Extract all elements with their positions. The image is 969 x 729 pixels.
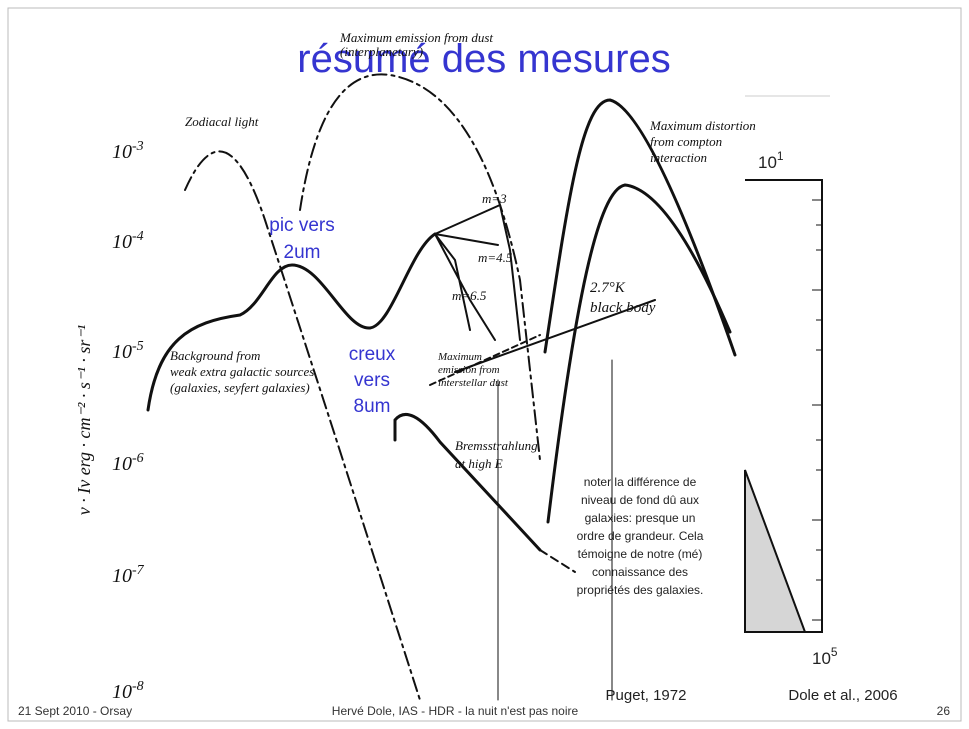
- annotation-dip: vers: [354, 370, 390, 391]
- interplanetary-curve: [299, 73, 541, 461]
- sketch-y-tick-exp: -5: [132, 339, 144, 354]
- sketch-y-tick-base: 10: [112, 231, 132, 253]
- sketch-y-tick-base: 10: [112, 141, 132, 163]
- label-m45: m=4.5: [478, 250, 513, 265]
- sketch-y-tick-exp: -8: [132, 679, 144, 694]
- compton-inner: [546, 183, 732, 524]
- note-text: ordre de grandeur. Cela: [577, 529, 704, 543]
- sketch-y-tick-base: 10: [112, 681, 132, 703]
- inset-axes: [745, 179, 823, 633]
- label-interplanetary: (interplanetary): [340, 44, 423, 59]
- slide-title: résumé des mesures: [297, 37, 670, 81]
- label-blackbody: black body: [590, 300, 656, 316]
- label-m65: m=6.5: [452, 288, 487, 303]
- label-background: weak extra galactic sources: [170, 364, 314, 379]
- slide-border: [7, 7, 962, 722]
- note-text: niveau de fond dû aux: [581, 493, 699, 507]
- sketch-y-tick: 10-7: [112, 563, 145, 587]
- sketch-y-tick-exp: -4: [132, 229, 144, 244]
- blackbody-line: [454, 299, 656, 373]
- label-compton: from compton: [650, 134, 722, 149]
- interstellar-line: [429, 334, 541, 386]
- sketch-y-tick: 10-8: [112, 679, 144, 703]
- sketch-y-tick-base: 10: [112, 565, 132, 587]
- power-law-lines: [434, 204, 521, 341]
- label-zodiacal: Zodiacal light: [185, 114, 259, 129]
- label-interplanetary: Maximum emission from dust: [339, 30, 493, 45]
- inset-tick-label-base: 10: [812, 649, 831, 668]
- inset-ticks: [812, 199, 822, 621]
- scan-lines: [497, 359, 613, 701]
- label-interstellar: emission from: [438, 364, 500, 376]
- note-text: témoigne de notre (mé): [578, 547, 703, 561]
- sketch-y-tick-exp: -7: [132, 563, 145, 578]
- note-text: propriétés des galaxies.: [577, 583, 704, 597]
- label-blackbody: 2.7°K: [590, 280, 626, 296]
- inset-tick-label-exp: 5: [831, 645, 838, 659]
- inset-chart: [744, 95, 830, 633]
- sketch-y-tick: 10-4: [112, 229, 144, 253]
- inset-tick-label-base: 10: [758, 153, 777, 172]
- bremsstrahlung-dash: [539, 549, 576, 573]
- note-text: connaissance des: [592, 565, 688, 579]
- label-interstellar: Maximum: [437, 351, 482, 363]
- label-compton: Maximum distortion: [649, 118, 756, 133]
- sketch-y-tick-exp: -3: [132, 139, 144, 154]
- sketch-y-tick: 10-6: [112, 451, 144, 475]
- credit: Dole et al., 2006: [788, 687, 897, 704]
- sketch-y-tick-base: 10: [112, 453, 132, 475]
- compton-outer: [543, 98, 737, 357]
- inset-tick-label-exp: 1: [777, 149, 784, 163]
- label-compton: interaction: [650, 150, 707, 165]
- footer-page: 26: [937, 704, 951, 718]
- background-curve: [146, 232, 437, 412]
- credit: Puget, 1972: [606, 687, 687, 704]
- label-m3: m=3: [482, 191, 507, 206]
- note-text: galaxies: presque un: [585, 511, 696, 525]
- sketch-y-tick: 10-5: [112, 339, 144, 363]
- note-text: noter la différence de: [584, 475, 697, 489]
- sketch-y-tick: 10-3: [112, 139, 144, 163]
- annotation-dip: creux: [349, 344, 396, 365]
- text-layer: résumé des mesures10-310-410-510-610-710…: [18, 30, 950, 718]
- scanned-sketch: [146, 73, 737, 701]
- inset-tick-label: 105: [812, 645, 838, 668]
- sketch-y-tick-exp: -6: [132, 451, 144, 466]
- annotation-peak: 2um: [284, 242, 321, 263]
- sketch-y-tick-base: 10: [112, 341, 132, 363]
- inset-tick-label: 101: [758, 149, 784, 172]
- sketch-y-axis-label: ν · Iν erg · cm⁻² · s⁻¹ · sr⁻¹: [74, 325, 94, 516]
- label-bremsstrahlung: Bremsstrahlung: [455, 438, 538, 453]
- footer-center: Hervé Dole, IAS - HDR - la nuit n'est pa…: [332, 704, 579, 718]
- label-background: (galaxies, seyfert galaxies): [170, 380, 310, 395]
- label-background: Background from: [170, 348, 260, 363]
- bremsstrahlung-curve: [393, 412, 542, 552]
- label-interstellar: interstellar dust: [438, 377, 509, 389]
- footer-left: 21 Sept 2010 - Orsay: [18, 704, 132, 718]
- zodiacal-curve: [184, 150, 421, 701]
- annotation-dip: 8um: [354, 396, 391, 417]
- label-bremsstrahlung: at high E: [455, 456, 503, 471]
- annotation-peak: pic vers: [269, 215, 334, 236]
